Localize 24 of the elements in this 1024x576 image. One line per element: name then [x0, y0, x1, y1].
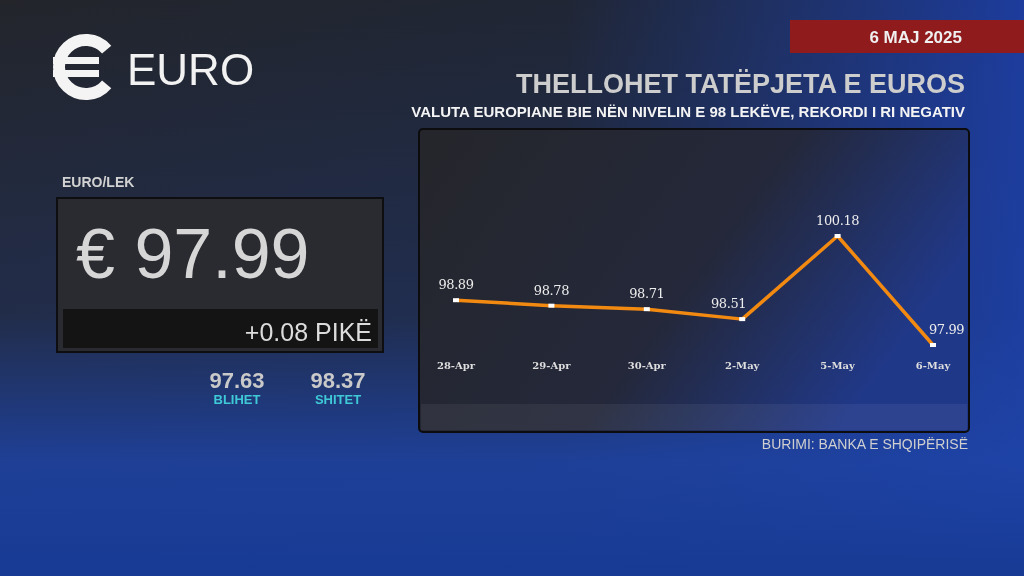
- data-label: 98.51: [710, 296, 747, 312]
- x-tick-label: 6-May: [915, 360, 952, 371]
- chart-title: THELLOHET TATËPJETA E EUROS: [515, 69, 965, 99]
- text: SHITET: [314, 392, 362, 407]
- x-tick-label: 5-May: [820, 360, 857, 371]
- chart-subtitle: VALUTA EUROPIANE BIE NËN NIVELIN E 98 LEKËVE, REKORDI I RI NEGATIV: [411, 103, 965, 120]
- text: +0.08 PIKË: [244, 318, 372, 346]
- data-label: 98.89: [438, 277, 474, 293]
- text: BLIHET: [213, 392, 261, 407]
- x-tick-label: 2-May: [724, 360, 761, 371]
- text: 97.63: [209, 368, 265, 393]
- data-label: 98.78: [533, 282, 570, 298]
- data-label: 98.71: [629, 286, 665, 302]
- text: 6 MAJ 2025: [869, 28, 962, 47]
- data-label: 97.99: [929, 322, 965, 337]
- x-tick-label: 28-Apr: [436, 360, 476, 371]
- x-tick-label: 30-Apr: [627, 360, 667, 371]
- x-tick-label: 29-Apr: [532, 360, 572, 371]
- text: BURIMI: BANKA E SHQIPËRISË: [761, 436, 968, 452]
- data-label: 100.18: [816, 213, 860, 228]
- text: 98.37: [310, 368, 366, 393]
- text: € 97.99: [76, 215, 310, 293]
- text: EURO/LEK: [62, 174, 135, 190]
- text: EURO: [127, 45, 255, 94]
